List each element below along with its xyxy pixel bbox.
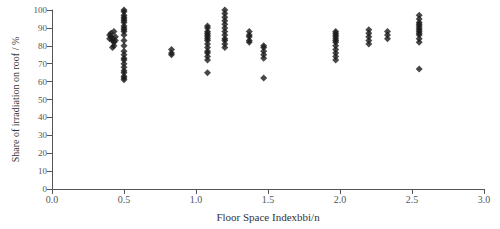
svg-text:3.0: 3.0 bbox=[478, 194, 491, 205]
svg-text:0.5: 0.5 bbox=[118, 194, 131, 205]
svg-text:0.0: 0.0 bbox=[46, 194, 59, 205]
svg-text:2.0: 2.0 bbox=[334, 194, 347, 205]
svg-text:20: 20 bbox=[38, 148, 48, 158]
svg-text:Share of irradiation on roof /: Share of irradiation on roof / % bbox=[10, 37, 21, 163]
svg-text:Floor Space Indexbbi/n: Floor Space Indexbbi/n bbox=[216, 211, 320, 223]
svg-text:2.5: 2.5 bbox=[406, 194, 419, 205]
svg-text:40: 40 bbox=[38, 112, 48, 122]
svg-text:10: 10 bbox=[38, 166, 48, 176]
svg-text:60: 60 bbox=[38, 77, 48, 87]
svg-text:30: 30 bbox=[38, 130, 48, 140]
svg-text:100: 100 bbox=[34, 5, 48, 15]
svg-text:0: 0 bbox=[43, 184, 48, 194]
svg-text:90: 90 bbox=[38, 23, 48, 33]
svg-text:80: 80 bbox=[38, 41, 48, 51]
svg-text:50: 50 bbox=[38, 95, 48, 105]
svg-text:1.5: 1.5 bbox=[262, 194, 275, 205]
svg-text:1.0: 1.0 bbox=[190, 194, 203, 205]
svg-text:70: 70 bbox=[38, 59, 48, 69]
